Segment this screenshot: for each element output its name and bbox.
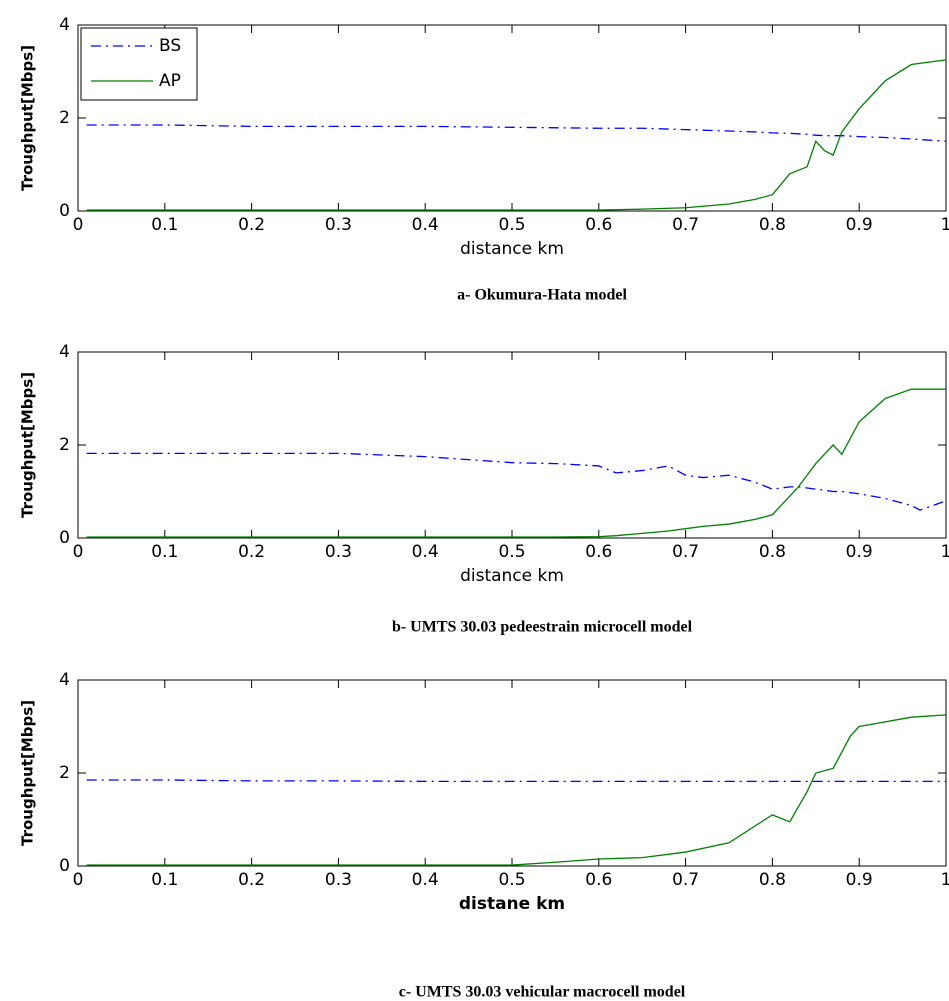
x-tick-label: 0.9 (846, 870, 873, 890)
x-axis-label: distance km (460, 239, 564, 259)
y-axis-label: Troughput[Mbps] (19, 45, 37, 191)
y-tick-label: 0 (59, 201, 70, 221)
x-tick-label: 0.3 (325, 215, 352, 235)
x-tick-label: 0.2 (238, 542, 265, 562)
x-tick-label: 0.5 (498, 215, 525, 235)
series-line (86, 388, 946, 538)
x-tick-label: 0.3 (325, 870, 352, 890)
x-tick-label: 0.5 (498, 542, 525, 562)
plot-area (77, 679, 947, 867)
caption: c- UMTS 30.03 vehicular macrocell model (399, 984, 686, 1001)
y-axis-label: Troughput[Mbps] (19, 372, 37, 518)
plot-area (77, 351, 947, 539)
legend-label: AP (159, 71, 181, 91)
x-tick-label: 0.6 (585, 870, 612, 890)
x-tick-label: 0.5 (498, 870, 525, 890)
y-tick-label: 2 (59, 435, 70, 455)
series-line (86, 59, 947, 211)
series-line (86, 452, 947, 511)
x-axis-label: distance km (460, 566, 564, 586)
legend-label: BS (159, 36, 181, 56)
x-tick-label: 0.4 (412, 870, 439, 890)
x-tick-label: 1 (941, 870, 949, 890)
y-tick-label: 2 (59, 763, 70, 783)
plot-area (77, 24, 947, 212)
subplot: 0 0.1 0.2 0.3 0.4 0.5 0.6 0.7 0.8 0.9 1 0 2 4 distance… (19, 15, 949, 304)
caption: a- Okumura-Hata model (457, 287, 627, 304)
x-tick-label: 0.7 (672, 215, 699, 235)
x-tick-label: 0.1 (151, 215, 178, 235)
x-axis-label: distane km (459, 894, 565, 914)
y-tick-label: 4 (59, 342, 70, 362)
x-tick-label: 0.2 (238, 215, 265, 235)
x-tick-label: 0.3 (325, 542, 352, 562)
y-tick-label: 0 (59, 856, 70, 876)
caption: b- UMTS 30.03 pedeestrain microcell mode… (392, 619, 693, 636)
x-tick-label: 0 (73, 870, 84, 890)
subplot: 0 0.1 0.2 0.3 0.4 0.5 0.6 0.7 0.8 0.9 1 0 2 4 distane … (19, 670, 949, 1001)
x-tick-label: 0 (73, 542, 84, 562)
y-tick-label: 4 (59, 670, 70, 690)
x-tick-label: 1 (941, 215, 949, 235)
x-tick-label: 1 (941, 542, 949, 562)
y-axis-label: Troughput[Mbps] (19, 700, 37, 846)
x-tick-label: 0.7 (672, 542, 699, 562)
x-tick-label: 0.2 (238, 870, 265, 890)
x-tick-label: 0.6 (585, 542, 612, 562)
series-line (86, 714, 947, 866)
x-tick-label: 0.9 (846, 215, 873, 235)
x-tick-label: 0.9 (846, 542, 873, 562)
x-tick-label: 0.1 (151, 870, 178, 890)
y-tick-label: 0 (59, 528, 70, 548)
x-tick-label: 0.4 (412, 542, 439, 562)
x-tick-label: 0.8 (759, 215, 786, 235)
x-tick-label: 0.8 (759, 542, 786, 562)
series-line (86, 779, 946, 783)
legend-box (80, 27, 198, 101)
x-tick-label: 0.8 (759, 870, 786, 890)
x-tick-label: 0 (73, 215, 84, 235)
x-tick-label: 0.6 (585, 215, 612, 235)
x-tick-label: 0.7 (672, 870, 699, 890)
x-tick-label: 0.4 (412, 215, 439, 235)
y-tick-label: 2 (59, 108, 70, 128)
y-tick-label: 4 (59, 15, 70, 35)
series-line (86, 124, 947, 142)
x-tick-label: 0.1 (151, 542, 178, 562)
subplot: 0 0.1 0.2 0.3 0.4 0.5 0.6 0.7 0.8 0.9 1 0 2 4 distance… (19, 342, 949, 636)
